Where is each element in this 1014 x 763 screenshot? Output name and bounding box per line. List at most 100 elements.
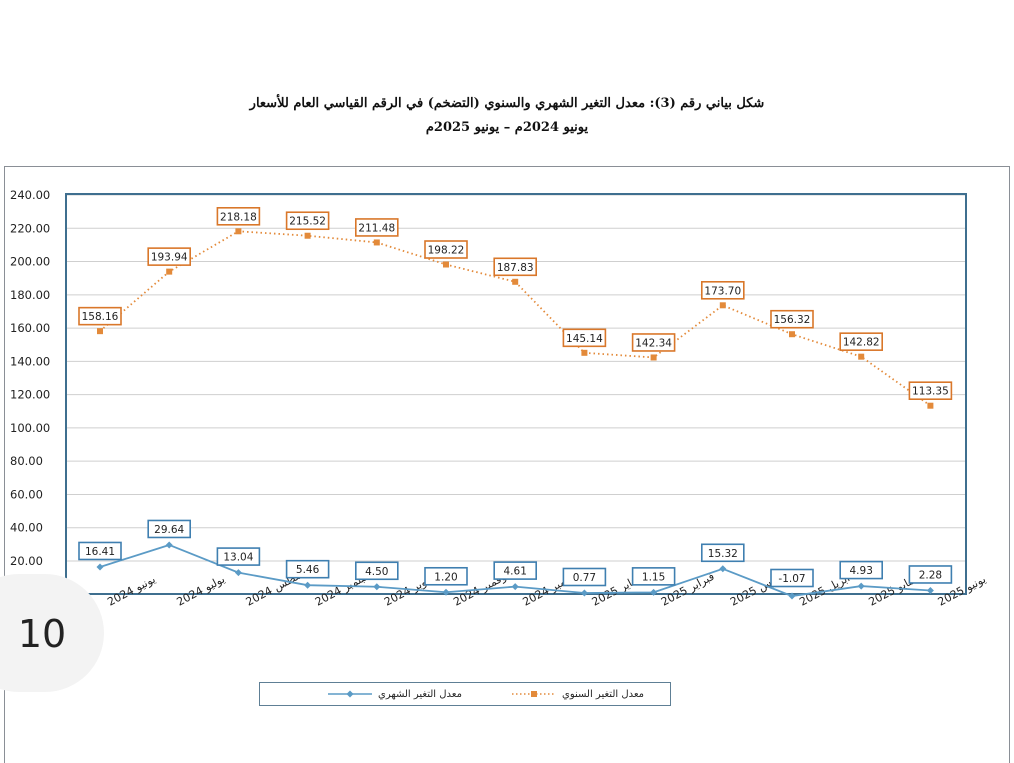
data-label-monthly: 4.50	[365, 566, 388, 578]
data-label-annual-box	[216, 207, 261, 226]
series-layer	[96, 228, 934, 600]
data-label-annual: 211.48	[358, 222, 395, 234]
point-monthly	[857, 582, 865, 590]
data-label-monthly: 15.32	[708, 548, 738, 560]
data-label-annual-box	[424, 240, 468, 259]
data-label-annual-box	[354, 218, 399, 237]
point-annual	[235, 228, 242, 235]
legend-swatch-annual	[512, 689, 556, 699]
data-label-annual-box	[147, 247, 191, 266]
point-annual	[166, 268, 173, 275]
chart-frame	[4, 166, 1010, 763]
y-tick-label: 100.00	[10, 421, 50, 435]
data-label-annual: 218.18	[220, 211, 257, 223]
data-label-annual: 145.14	[566, 333, 603, 345]
data-label-monthly-box	[424, 566, 468, 586]
y-tick-label: 80.00	[10, 454, 43, 468]
legend-label-annual: معدل التغير السنوي	[562, 688, 645, 700]
x-tick-label: يونيو 2024	[105, 573, 157, 609]
chart-title-line2: يونيو 2024م – يونيو 2025م	[425, 120, 589, 135]
grid-layer	[66, 194, 966, 562]
data-label-monthly-box	[770, 568, 814, 588]
point-annual	[443, 261, 449, 268]
page-number-badge	[0, 574, 104, 692]
legend-label-monthly: معدل التغير الشهري	[378, 688, 462, 700]
data-label-annual-box	[839, 332, 884, 351]
data-label-monthly-box	[700, 543, 745, 563]
point-annual	[581, 349, 588, 356]
point-annual	[719, 302, 726, 309]
point-monthly	[234, 569, 242, 577]
point-monthly	[511, 583, 519, 591]
y-tick-label: 200.00	[10, 255, 50, 269]
y-tick-label: 160.00	[10, 321, 50, 335]
point-monthly	[442, 588, 450, 596]
data-label-monthly-box	[839, 560, 884, 580]
data-label-annual-box	[493, 257, 538, 277]
data-label-monthly: 4.61	[504, 566, 527, 578]
data-label-annual-box	[700, 280, 745, 300]
point-monthly	[304, 581, 312, 589]
point-monthly	[650, 588, 658, 596]
point-monthly	[580, 589, 588, 597]
data-label-monthly-box	[631, 567, 676, 586]
data-label-monthly-box	[147, 519, 191, 539]
data-label-annual: 156.32	[774, 314, 811, 326]
point-monthly	[788, 592, 796, 600]
legend-item-monthly: معدل التغير الشهري	[328, 687, 462, 701]
point-annual	[927, 402, 934, 409]
data-label-monthly: 4.93	[850, 565, 873, 577]
data-label-monthly: 2.28	[919, 569, 942, 581]
chart-title-line1: شكل بياني رقم (3): معدل التغير الشهري وا…	[249, 96, 765, 111]
point-annual	[304, 232, 311, 239]
point-monthly	[96, 563, 104, 571]
data-label-monthly-box	[216, 547, 261, 566]
y-tick-label: 40.00	[10, 521, 43, 535]
point-annual	[650, 354, 657, 361]
data-label-monthly: -1.07	[778, 573, 805, 585]
data-label-monthly: 5.46	[296, 564, 320, 576]
data-label-monthly: 29.64	[154, 524, 184, 536]
data-label-annual-box	[770, 309, 814, 329]
point-monthly	[926, 586, 934, 594]
chart-legend: معدل التغير السنوي معدل التغير الشهري	[259, 682, 671, 706]
point-monthly	[165, 541, 173, 549]
data-label-annual-box	[78, 306, 122, 326]
y-tick-label: 240.00	[10, 188, 50, 202]
point-annual	[858, 353, 865, 360]
data-label-annual: 193.94	[151, 252, 188, 264]
data-label-annual-box	[562, 328, 607, 348]
data-label-annual-box	[631, 333, 676, 352]
y-tick-label: 140.00	[10, 354, 50, 368]
y-tick-label: 180.00	[10, 288, 50, 302]
data-label-annual: 142.82	[843, 337, 880, 349]
data-label-monthly: 1.15	[642, 571, 665, 583]
data-label-annual: 173.70	[704, 285, 741, 297]
data-label-monthly-box	[354, 561, 399, 581]
data-label-monthly-box	[78, 541, 122, 561]
data-label-annual: 198.22	[428, 245, 465, 257]
data-label-monthly: 0.77	[573, 572, 596, 584]
point-annual	[97, 328, 103, 335]
page-number: 10	[17, 612, 67, 656]
data-label-annual: 142.34	[635, 337, 672, 349]
data-label-layer: 158.16 193.94 218.18 215.52 211.48 198.22 187.…	[78, 207, 953, 588]
data-label-annual: 158.16	[82, 311, 119, 323]
y-axis-ticks: 20.00 40.00 60.00 80.00 100.00 120.00 140.00 16…	[10, 188, 50, 568]
data-label-monthly-box	[908, 565, 953, 584]
legend-item-annual: معدل التغير السنوي	[512, 687, 644, 701]
point-annual	[789, 331, 795, 338]
point-monthly	[373, 583, 381, 591]
data-label-annual: 187.83	[497, 262, 534, 274]
data-label-monthly-box	[493, 561, 538, 580]
data-label-annual-box	[908, 381, 953, 400]
data-label-annual: 215.52	[289, 216, 326, 228]
data-label-annual: 113.35	[912, 386, 949, 398]
point-annual	[512, 278, 519, 285]
data-label-monthly: 1.20	[434, 571, 457, 583]
y-tick-label: 220.00	[10, 221, 50, 235]
y-tick-label: 120.00	[10, 388, 50, 402]
y-tick-label: 60.00	[10, 487, 43, 501]
legend-swatch-monthly	[328, 689, 372, 699]
